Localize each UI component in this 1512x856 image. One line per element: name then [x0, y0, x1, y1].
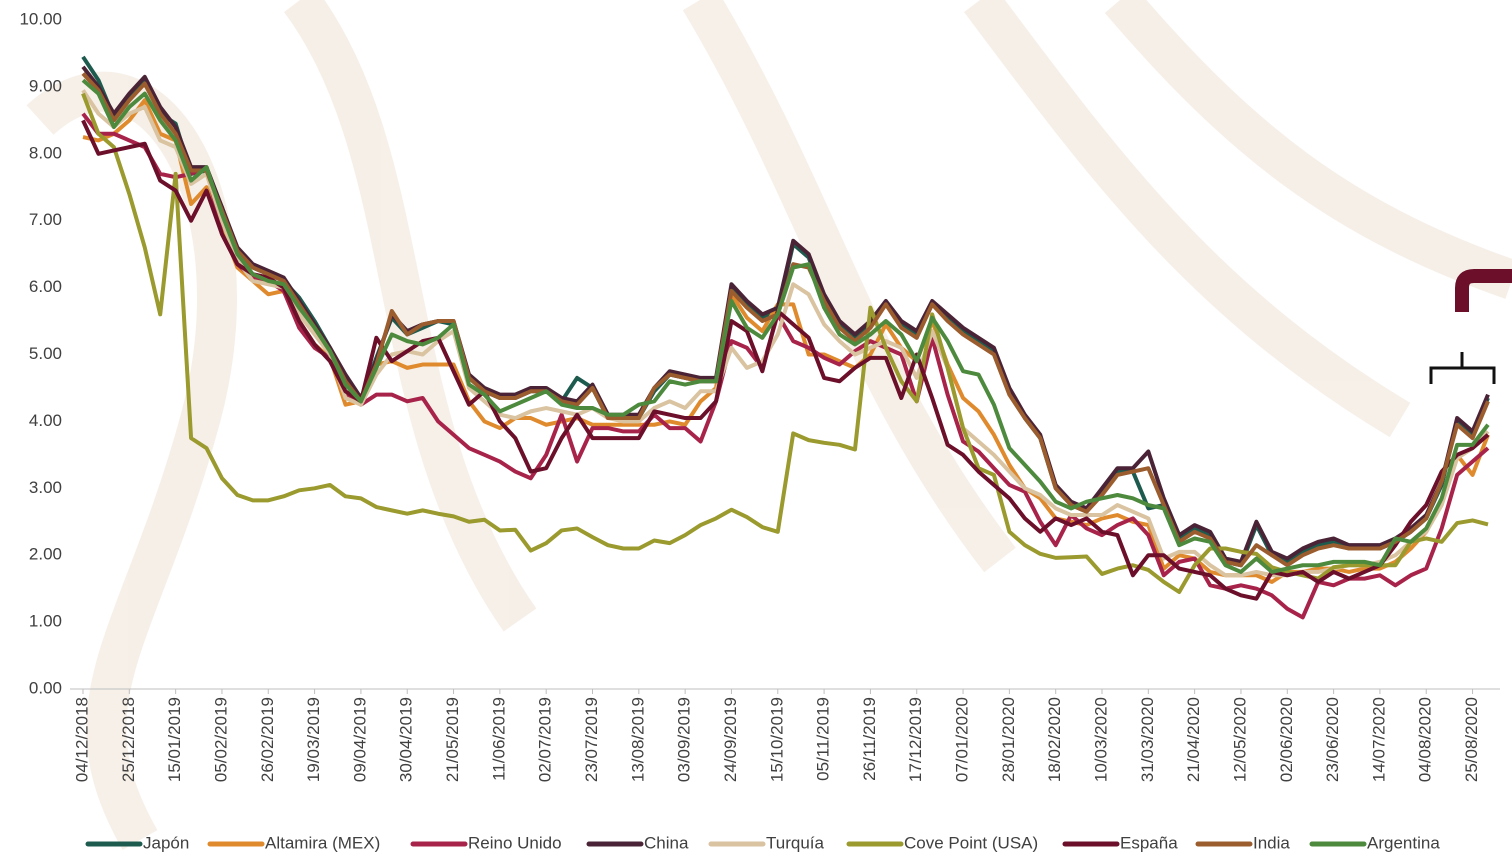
x-tick-label: 02/07/2019: [536, 697, 555, 782]
x-tick-label: 18/02/2020: [1045, 697, 1064, 782]
x-tick-label: 04/12/2018: [72, 697, 91, 782]
legend-label: España: [1120, 833, 1178, 852]
x-tick-label: 17/12/2019: [906, 697, 925, 782]
legend-label: Argentina: [1367, 833, 1440, 852]
legend-label: Cove Point (USA): [904, 833, 1038, 852]
x-tick-label: 25/12/2018: [119, 697, 138, 782]
legend-label: India: [1253, 833, 1290, 852]
y-tick-label: 0.00: [29, 678, 62, 697]
watermark-stroke: [682, 0, 1016, 573]
series-line: [81, 89, 1490, 578]
x-tick-label: 03/09/2019: [675, 697, 694, 782]
x-tick-label: 25/08/2020: [1462, 697, 1481, 782]
x-tick-label: 26/02/2019: [258, 697, 277, 782]
x-tick-label: 07/01/2020: [953, 697, 972, 782]
decoration-corner: [1455, 269, 1512, 312]
legend-label: Japón: [143, 833, 189, 852]
y-tick-label: 4.00: [29, 411, 62, 430]
x-tick-label: 24/09/2019: [721, 697, 740, 782]
decoration-bracket: [1429, 352, 1496, 384]
y-tick-label: 2.00: [29, 545, 62, 564]
series-line: [81, 119, 1490, 601]
x-tick-label: 15/01/2019: [165, 697, 184, 782]
x-tick-label: 05/11/2019: [814, 697, 833, 781]
x-tick-label: 13/08/2019: [628, 697, 647, 782]
watermark: [26, 0, 1512, 850]
y-tick-label: 5.00: [29, 344, 62, 363]
x-tick-label: 15/10/2019: [767, 697, 786, 782]
y-tick-label: 9.00: [29, 76, 62, 95]
legend-label: Reino Unido: [468, 833, 562, 852]
x-tick-label: 19/03/2019: [304, 697, 323, 782]
series-line: [81, 78, 1490, 574]
legend-label: Turquía: [766, 833, 825, 852]
x-tick-label: 14/07/2020: [1369, 697, 1388, 782]
x-tick-label: 05/02/2019: [211, 697, 230, 782]
watermark-stroke: [1104, 0, 1512, 299]
y-tick-label: 1.00: [29, 612, 62, 631]
x-tick-label: 02/06/2020: [1277, 697, 1296, 782]
y-tick-label: 6.00: [29, 277, 62, 296]
x-tick-label: 23/07/2019: [582, 697, 601, 782]
y-tick-label: 8.00: [29, 143, 62, 162]
y-tick-label: 10.00: [19, 9, 62, 28]
y-tick-label: 7.00: [29, 210, 62, 229]
x-tick-label: 28/01/2020: [999, 697, 1018, 782]
x-tick-label: 09/04/2019: [350, 697, 369, 782]
watermark-stroke: [963, 0, 1411, 438]
x-tick-label: 12/05/2020: [1230, 697, 1249, 782]
x-tick-label: 23/06/2020: [1323, 697, 1342, 782]
x-tick-label: 04/08/2020: [1416, 697, 1435, 782]
x-tick-label: 26/11/2019: [860, 697, 879, 781]
series-line: [81, 92, 1489, 594]
x-tick-label: 30/04/2019: [397, 697, 416, 782]
legend-label: Altamira (MEX): [265, 833, 380, 852]
x-tick-label: 21/05/2019: [443, 697, 462, 782]
watermark-stroke: [283, 0, 537, 632]
y-tick-label: 3.00: [29, 478, 62, 497]
legend-label: China: [644, 833, 689, 852]
x-tick-label: 31/03/2020: [1138, 697, 1157, 782]
x-tick-label: 21/04/2020: [1184, 697, 1203, 782]
x-tick-label: 10/03/2020: [1091, 697, 1110, 782]
x-tick-label: 11/06/2019: [489, 697, 508, 781]
